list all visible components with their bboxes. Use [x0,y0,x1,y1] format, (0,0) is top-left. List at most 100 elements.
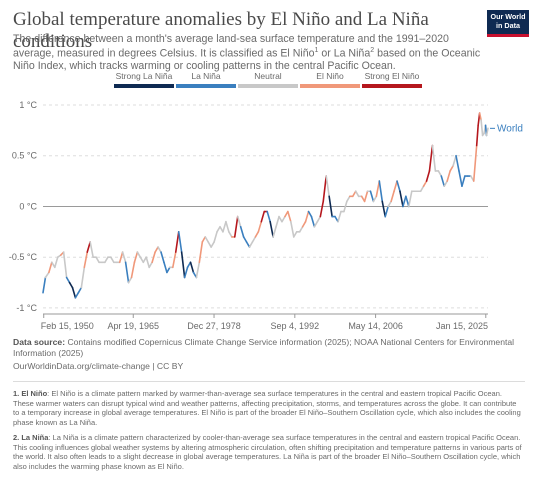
series-segment [245,241,251,248]
legend-item-strong-el-nino[interactable]: Strong El Niño [361,71,423,81]
data-source: Data source: Contains modified Copernicu… [13,337,523,358]
legend-swatch-strong-el-nino [362,84,422,88]
series-segment [269,220,274,238]
series-segment [189,261,195,274]
series-segment [275,215,280,228]
chart-subtitle: The difference between a month's average… [13,33,483,73]
series-segment [127,276,133,284]
logo-line-2: in Data [496,20,520,30]
series-segment [95,256,100,264]
series-segment [216,225,221,233]
series-segment [86,241,92,253]
series-segment [396,180,401,193]
source-text: Contains modified Copernicus Climate Cha… [13,337,515,358]
series-segment [121,251,127,264]
series-segment [266,210,271,223]
series-segment [443,180,448,187]
series-segment [485,127,489,137]
series-segment [319,200,325,218]
series-segment [177,231,183,253]
series-segment [346,195,351,203]
legend-item-la-nina[interactable]: La Niña [175,71,237,81]
legend-swatch-la-nina [176,84,236,88]
x-tick-label: May 14, 2006 [348,321,403,331]
legend-label: Strong La Niña [115,71,173,81]
series-segment [242,236,248,243]
y-tick-label: -0.5 °C [9,252,38,262]
series-segment [89,241,94,258]
y-tick-label: 0 °C [19,201,37,211]
series-segment [198,241,204,264]
series-segment [287,210,292,223]
series-segment [62,251,68,279]
series-segment [225,220,230,233]
series-segment [201,236,207,243]
series-segment [455,154,460,172]
series-world[interactable] [42,112,489,299]
series-segment [354,190,360,198]
series-segment [71,286,77,299]
series-segment [228,231,233,238]
series-segment [222,220,227,233]
series-segment [213,231,218,243]
footnote-ref-2[interactable]: 2 [370,47,375,55]
series-segment [337,210,342,223]
series-segment [204,236,210,243]
legend-label: Strong El Niño [364,71,420,81]
series-segment [160,251,165,264]
y-tick-label: 0.5 °C [12,151,38,161]
legend-item-neutral[interactable]: Neutral [237,71,299,81]
series-segment [80,266,86,289]
gridlines [43,104,488,309]
series-segment [325,175,330,198]
series-segment [304,210,310,223]
series-segment [77,286,83,294]
series-segment [68,281,74,289]
footnote-label: 2. La Niña [13,433,49,442]
y-axis-ticks: 1 °C 0.5 °C 0 °C -0.5 °C -1 °C [9,100,38,313]
series-segment [236,215,242,228]
legend-swatch-strong-la-nina [114,84,174,88]
series-segment [402,195,407,208]
series-segment [110,256,115,264]
footnote-text: : La Niña is a climate pattern character… [13,433,522,471]
footnote-label: 1. El Niño [13,389,48,398]
series-segment [290,220,295,238]
color-legend: Strong La Niña La Niña Neutral El Niño S… [113,71,423,93]
series-segment [248,241,254,248]
footnote-ref-1[interactable]: 1 [314,47,319,55]
series-segment [461,175,466,187]
series-segment [272,225,277,238]
series-segment [428,144,434,172]
series-segment [307,210,313,218]
license-link[interactable]: OurWorldinData.org/climate-change | CC B… [13,361,184,371]
series-segment [440,175,446,187]
series-segment [104,256,109,264]
series-segment [393,180,398,193]
owid-logo[interactable]: Our World in Data [487,10,529,37]
series-segment [478,112,482,122]
series-segment [480,119,484,137]
series-segment [452,154,457,167]
series-segment [437,170,443,177]
series-segment [278,215,283,223]
legend-item-strong-la-nina[interactable]: Strong La Niña [113,71,175,81]
series-segment [310,215,316,228]
temperature-line-chart[interactable]: 1 °C 0.5 °C 0 °C -0.5 °C -1 °C Feb 15, 1950 A… [0,95,538,335]
series-segment [139,256,145,264]
logo-line-1: Our World [490,12,526,21]
series-segment [124,261,130,284]
series-segment [419,185,425,193]
x-tick-label: Feb 15, 1950 [41,321,94,331]
series-segment [425,170,431,182]
legend-item-el-nino[interactable]: El Niño [299,71,361,81]
footnote-el-nino: 1. El Niño: El Niño is a climate pattern… [13,389,523,427]
series-segment [130,261,136,279]
series-segment [322,175,328,203]
series-segment [174,231,180,253]
series-segment [42,276,47,294]
series-segment [458,170,463,187]
series-segment [431,144,437,172]
series-segment [172,251,177,269]
series-label-world: World [497,123,523,134]
